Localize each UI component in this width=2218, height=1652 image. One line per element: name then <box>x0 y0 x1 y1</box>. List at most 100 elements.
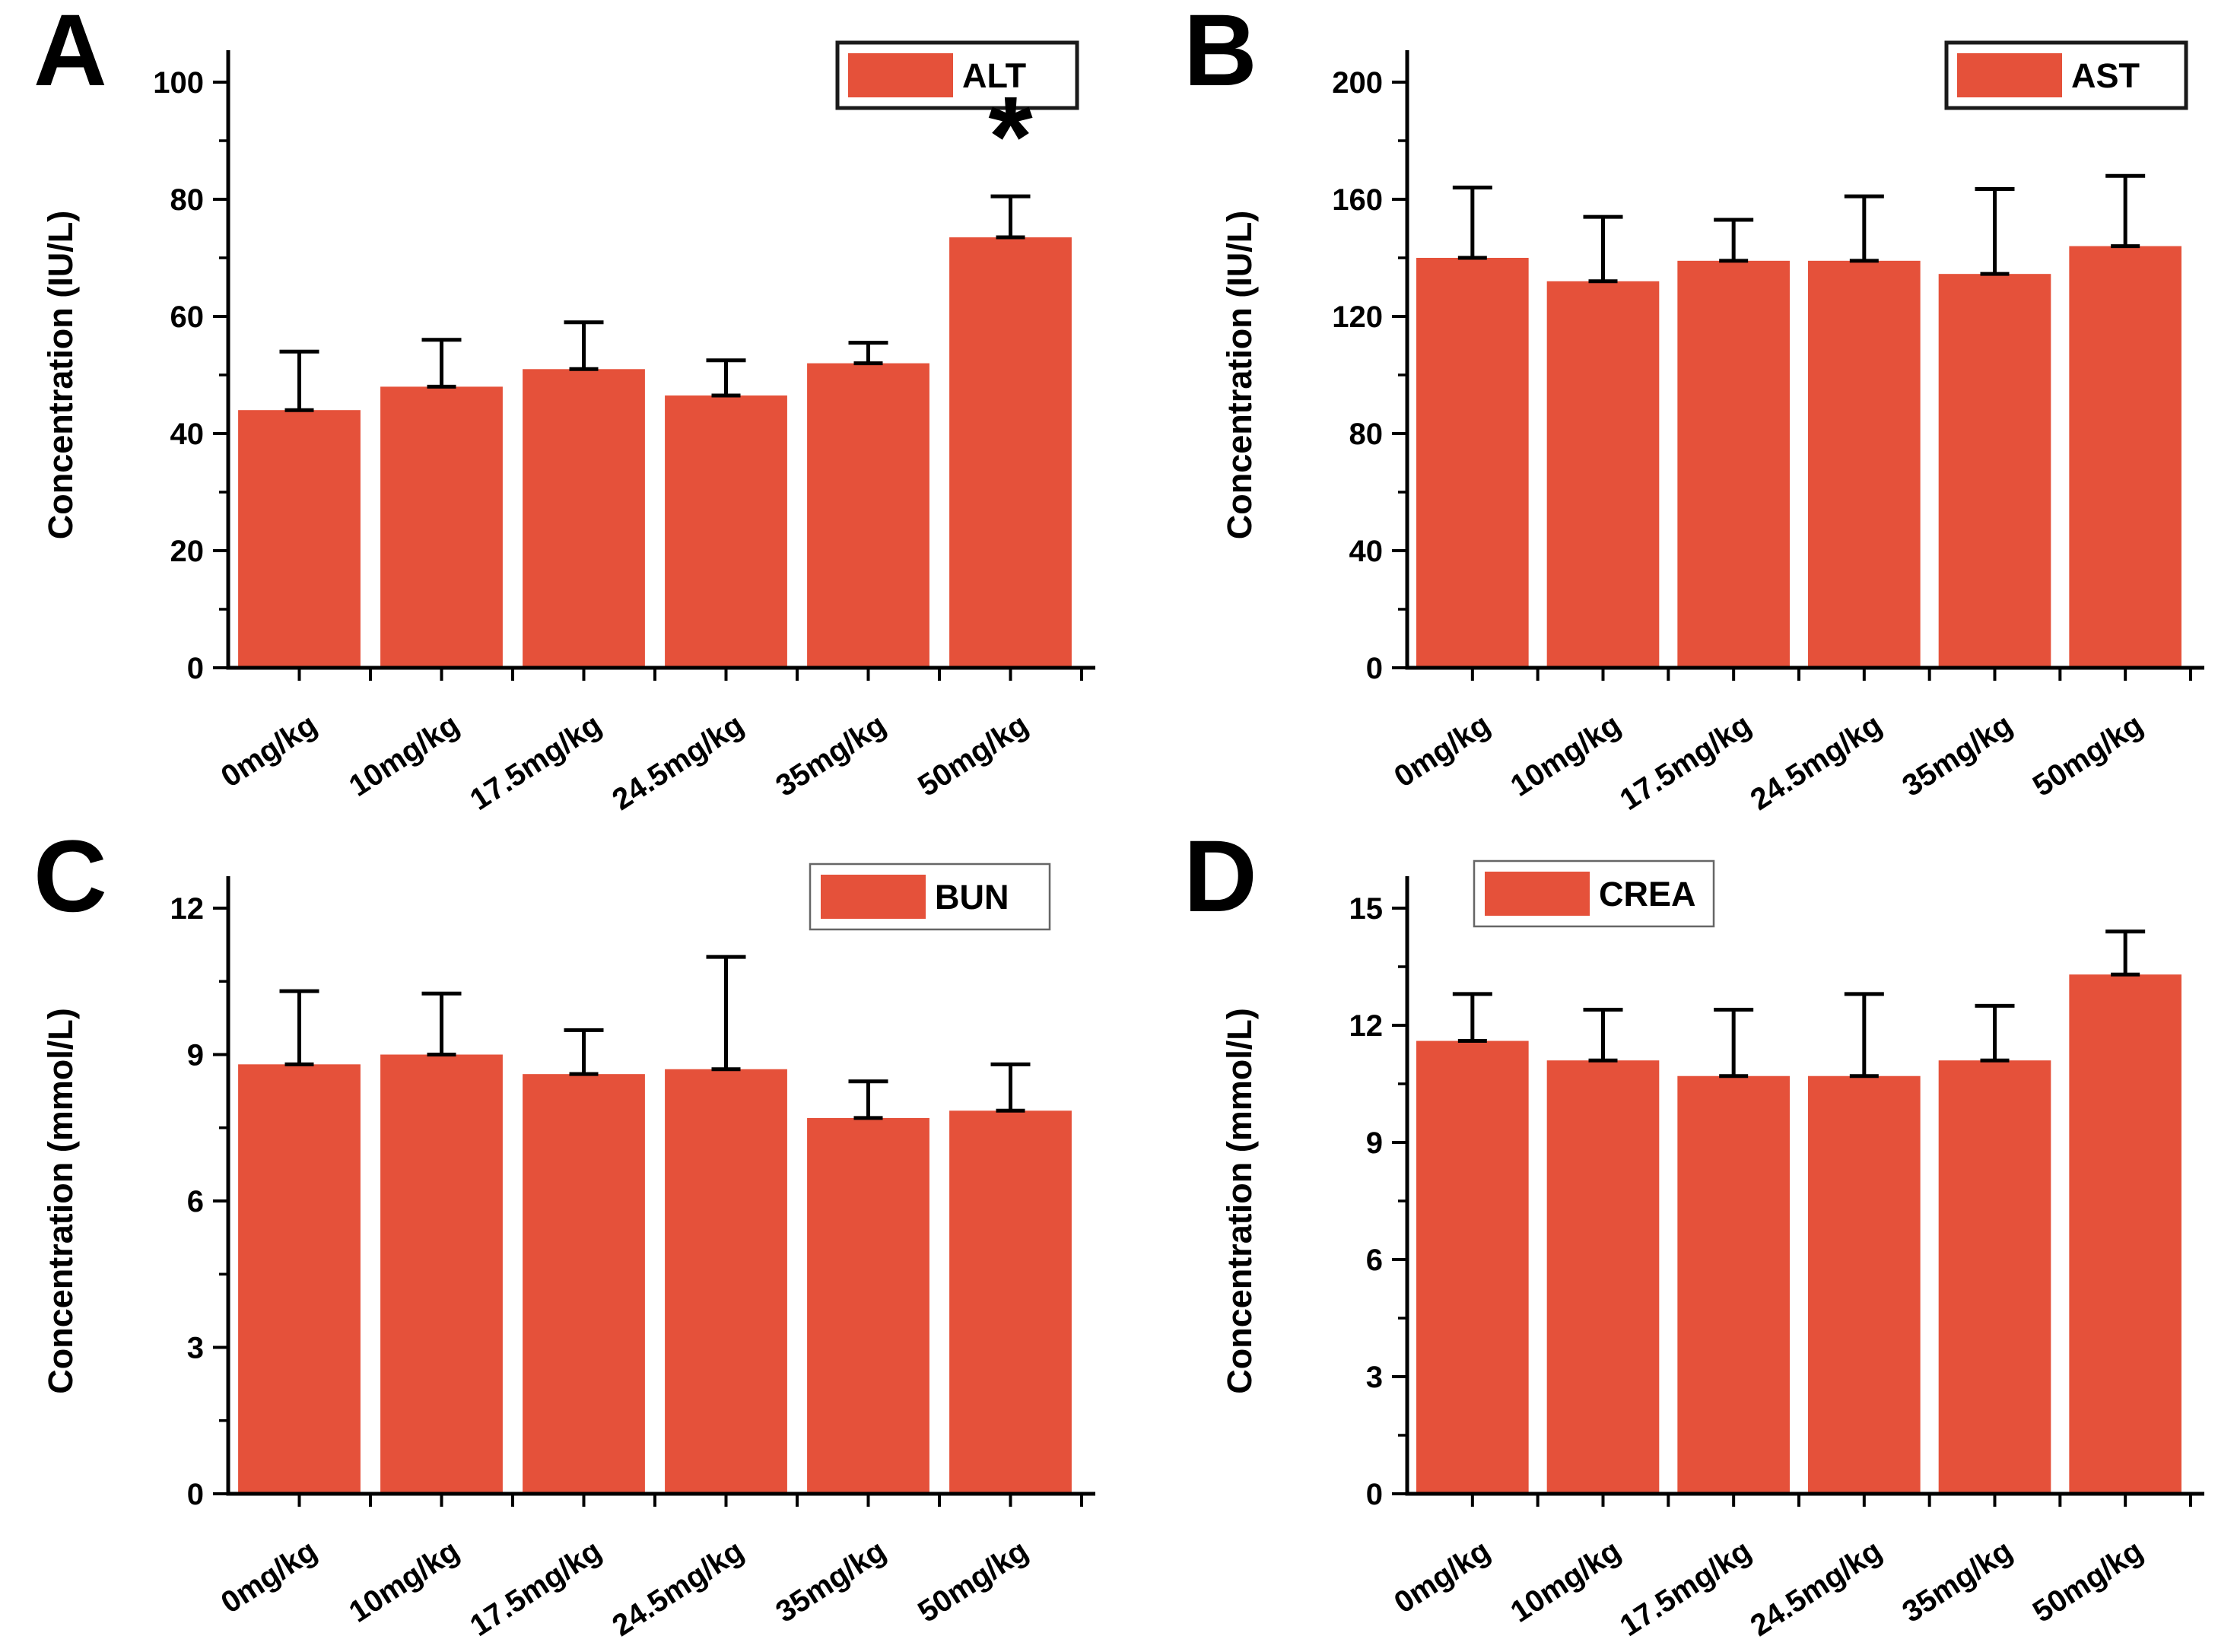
bar-bun-0mg/kg <box>238 1064 361 1494</box>
x-tick-label: 50mg/kg <box>912 1534 1034 1629</box>
bar-ast-24.5mg/kg <box>1808 260 1921 669</box>
x-tick-label: 17.5mg/kg <box>1614 708 1757 817</box>
bar-crea-17.5mg/kg <box>1677 1075 1790 1494</box>
y-tick-label: 0 <box>187 1478 204 1511</box>
y-tick-label: 120 <box>1332 300 1383 334</box>
bar-crea-24.5mg/kg <box>1808 1075 1921 1494</box>
x-tick-label: 10mg/kg <box>1505 708 1626 803</box>
y-tick-label: 0 <box>187 652 204 685</box>
error-bar <box>1975 187 2015 276</box>
y-tick-label: 60 <box>170 300 205 334</box>
bar-bun-17.5mg/kg <box>523 1074 645 1494</box>
error-bar <box>1583 1007 1623 1063</box>
error-bar <box>421 338 462 389</box>
y-tick-label: 9 <box>1366 1126 1383 1160</box>
y-tick-label: 40 <box>170 418 205 451</box>
error-bar <box>564 320 604 371</box>
panel-d-letter: D <box>1184 826 1257 933</box>
bar-bun-10mg/kg <box>380 1054 503 1494</box>
bar-ast-10mg/kg <box>1546 281 1660 668</box>
bar-bun-24.5mg/kg <box>665 1069 787 1494</box>
error-bar <box>564 1028 604 1076</box>
x-tick-label: 17.5mg/kg <box>464 1534 607 1643</box>
y-tick-label: 6 <box>187 1185 204 1218</box>
bar-ast-0mg/kg <box>1416 258 1529 668</box>
bar-crea-10mg/kg <box>1546 1060 1660 1494</box>
error-bar <box>848 1079 888 1120</box>
error-bar <box>1975 1003 2015 1063</box>
bar-ast-35mg/kg <box>1938 274 2051 668</box>
y-tick-label: 100 <box>153 66 204 100</box>
y-tick-label: 160 <box>1332 183 1383 217</box>
y-tick-label: 3 <box>187 1332 204 1365</box>
bar-alt-50mg/kg <box>949 237 1072 668</box>
bar-crea-0mg/kg <box>1416 1040 1529 1494</box>
legend-swatch <box>821 875 926 919</box>
legend-label: ALT <box>962 56 1026 95</box>
x-tick-label: 50mg/kg <box>912 708 1034 803</box>
error-bar <box>990 1062 1031 1113</box>
y-tick-label: 0 <box>1366 1478 1383 1511</box>
error-bar <box>2105 173 2146 249</box>
x-tick-label: 35mg/kg <box>770 708 891 803</box>
x-tick-label: 0mg/kg <box>1388 708 1495 794</box>
x-tick-label: 24.5mg/kg <box>1745 1534 1888 1643</box>
error-bar <box>1844 992 1884 1079</box>
y-tick-label: 200 <box>1332 66 1383 100</box>
y-tick-label: 40 <box>1349 535 1384 568</box>
legend-swatch <box>1957 53 2062 97</box>
x-tick-label: 0mg/kg <box>215 708 323 794</box>
error-bar <box>706 358 746 398</box>
x-tick-label: 24.5mg/kg <box>606 1534 749 1643</box>
bar-alt-10mg/kg <box>380 386 503 668</box>
y-tick-label: 3 <box>1366 1361 1383 1394</box>
bar-alt-24.5mg/kg <box>665 395 787 668</box>
y-tick-label: 15 <box>1349 892 1384 926</box>
bar-bun-35mg/kg <box>807 1117 929 1494</box>
y-tick-label: 0 <box>1366 652 1383 685</box>
error-bar <box>1714 218 1754 263</box>
legend: AST <box>1944 40 2188 110</box>
y-axis-title: Concentration (mmol/L) <box>1220 1008 1259 1393</box>
y-axis-title: Concentration (IU/L) <box>1220 211 1259 539</box>
error-bar <box>2105 929 2146 977</box>
panel-b-chart: 0 40 80 120 160 200 0mg/kg 10mg/kg17.5mg/kg24.5… <box>1220 40 2204 817</box>
legend-label: BUN <box>935 878 1009 917</box>
bar-alt-35mg/kg <box>807 363 929 668</box>
bar-alt-17.5mg/kg <box>523 369 645 668</box>
y-tick-label: 80 <box>1349 418 1384 451</box>
panel-a: A 0 20 40 60 80 100 0mg/kg 10mg/kg 17.5mg/kg 24.5… <box>0 0 1109 826</box>
error-bar <box>279 989 319 1066</box>
significance-star: * <box>988 72 1033 200</box>
y-axis-title: Concentration (IU/L) <box>41 211 80 539</box>
x-tick-label: 35mg/kg <box>1896 708 2018 803</box>
bar-bun-50mg/kg <box>949 1110 1072 1494</box>
x-tick-label: 17.5mg/kg <box>1614 1534 1757 1643</box>
bar-ast-17.5mg/kg <box>1677 260 1790 669</box>
x-tick-label: 17.5mg/kg <box>464 708 607 817</box>
bar-crea-35mg/kg <box>1938 1060 2051 1494</box>
panel-b: B 0 40 80 120 160 200 0mg/kg 10mg/kg 17.5mg/kg 24… <box>1109 0 2218 826</box>
legend-swatch <box>848 53 953 97</box>
x-tick-label: 50mg/kg <box>2027 1534 2149 1629</box>
legend: ALT <box>835 40 1079 110</box>
error-bar <box>1452 186 1492 260</box>
x-tick-label: 10mg/kg <box>343 1534 465 1629</box>
y-tick-label: 12 <box>1349 1009 1384 1043</box>
panel-a-letter: A <box>33 0 107 107</box>
panel-c: C 0 3 6 9 12 0mg/kg 10mg/kg 17.5mg/kg 24.5mg/kg 3… <box>0 826 1109 1652</box>
x-tick-label: 10mg/kg <box>1505 1534 1626 1629</box>
bar-ast-50mg/kg <box>2069 246 2181 669</box>
bar-crea-50mg/kg <box>2069 974 2181 1494</box>
y-tick-label: 20 <box>170 535 205 568</box>
y-tick-label: 6 <box>1366 1244 1383 1277</box>
panel-a-chart: 0 20 40 60 80 100 0mg/kg 10mg/kg17.5mg/kg24.5mg… <box>41 40 1095 817</box>
legend-label: AST <box>2071 56 2140 95</box>
panel-c-letter: C <box>33 826 107 933</box>
y-tick-label: 9 <box>187 1039 204 1072</box>
x-tick-label: 24.5mg/kg <box>1745 708 1888 817</box>
x-tick-label: 0mg/kg <box>1388 1534 1495 1620</box>
